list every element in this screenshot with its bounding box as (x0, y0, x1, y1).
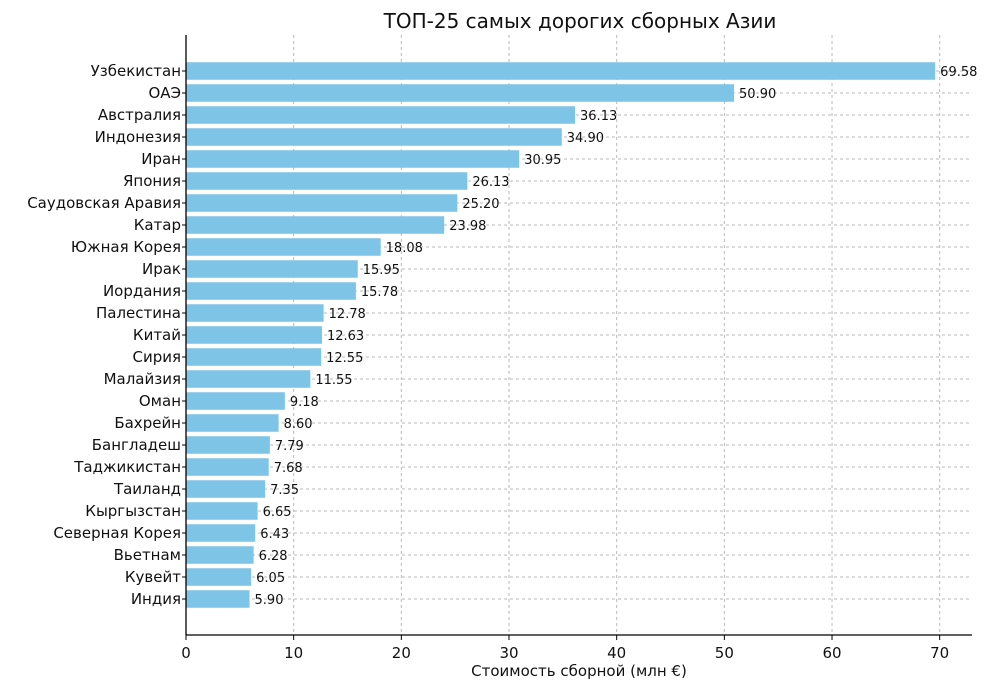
data-label: 18.08 (386, 241, 423, 256)
x-tick-label: 50 (715, 644, 734, 662)
data-label: 36.13 (580, 109, 617, 124)
grid-lines (185, 35, 972, 635)
bar (186, 348, 322, 366)
category-label: Катар (134, 216, 181, 234)
bar (186, 458, 269, 476)
bar (186, 260, 358, 278)
category-label: Индонезия (95, 128, 181, 146)
data-label: 7.68 (274, 461, 303, 476)
bar (186, 128, 562, 146)
category-label: Узбекистан (91, 62, 181, 80)
bar (186, 106, 576, 124)
category-label: Саудовская Аравия (27, 194, 181, 212)
data-label: 12.63 (327, 329, 364, 344)
data-label: 30.95 (524, 153, 561, 168)
bar (186, 370, 311, 388)
x-tick-label: 30 (499, 644, 518, 662)
bar (186, 62, 936, 80)
data-label: 6.05 (256, 571, 285, 586)
category-labels: Узбекистан ОАЭ Австралия Индонезия Иран Япони… (27, 62, 181, 608)
data-label: 6.43 (260, 527, 289, 542)
bar (186, 238, 381, 256)
data-label: 11.55 (315, 373, 352, 388)
bar (186, 150, 520, 168)
x-tick-label: 10 (284, 644, 303, 662)
bars (186, 62, 936, 608)
category-label: Иран (141, 150, 181, 168)
category-label: Таиланд (113, 480, 181, 498)
category-label: Палестина (96, 304, 181, 322)
x-tick-label: 60 (822, 644, 841, 662)
category-label: Южная Корея (71, 238, 181, 256)
data-label: 5.90 (255, 593, 284, 608)
data-label: 7.35 (270, 483, 299, 498)
bar (186, 414, 279, 432)
data-label: 15.95 (363, 263, 400, 278)
data-label: 69.58 (940, 65, 977, 80)
category-label: Индия (131, 590, 181, 608)
bar (186, 326, 322, 344)
category-label: Иордания (103, 282, 181, 300)
category-label: Бангладеш (92, 436, 181, 454)
bar (186, 304, 324, 322)
x-tick-label: 0 (181, 644, 191, 662)
value-labels: 69.58 50.90 36.13 34.90 30.95 26.13 25.20 23.98… (255, 65, 978, 608)
category-label: Ирак (142, 260, 181, 278)
bar (186, 194, 458, 212)
category-label: Бахрейн (114, 414, 181, 432)
x-tick-label: 70 (930, 644, 949, 662)
bar (186, 216, 445, 234)
bar (186, 282, 356, 300)
x-tick-label: 40 (607, 644, 626, 662)
category-label: Австралия (98, 106, 181, 124)
category-label: Малайзия (104, 370, 181, 388)
category-label: Кыргызстан (85, 502, 181, 520)
bar (186, 480, 266, 498)
data-label: 8.60 (284, 417, 313, 432)
data-label: 34.90 (567, 131, 604, 146)
bar (186, 590, 250, 608)
category-label: Таджикистан (73, 458, 181, 476)
data-label: 50.90 (739, 87, 776, 102)
x-axis-ticks: 0 10 20 30 40 50 60 70 (181, 70, 949, 662)
data-label: 9.18 (290, 395, 319, 410)
data-label: 12.55 (326, 351, 363, 366)
x-axis-label: Стоимость сборной (млн €) (471, 662, 687, 680)
data-label: 25.20 (462, 197, 499, 212)
data-label: 26.13 (472, 175, 509, 190)
category-label: Япония (123, 172, 181, 190)
bar (186, 546, 254, 564)
data-label: 6.28 (259, 549, 288, 564)
x-tick-label: 20 (392, 644, 411, 662)
bar (186, 172, 468, 190)
category-label: ОАЭ (148, 84, 181, 102)
bar (186, 436, 270, 454)
data-label: 15.78 (361, 285, 398, 300)
data-label: 6.65 (263, 505, 292, 520)
data-label: 23.98 (449, 219, 486, 234)
bar (186, 392, 285, 410)
category-label: Северная Корея (53, 524, 181, 542)
bar (186, 84, 735, 102)
data-label: 7.79 (275, 439, 304, 454)
data-label: 12.78 (329, 307, 366, 322)
category-label: Китай (133, 326, 181, 344)
category-label: Вьетнам (114, 546, 181, 564)
category-label: Сирия (132, 348, 181, 366)
category-label: Оман (139, 392, 181, 410)
bar (186, 568, 252, 586)
chart-title: ТОП-25 самых дорогих сборных Азии (383, 9, 777, 33)
bar (186, 502, 258, 520)
bar (186, 524, 256, 542)
category-label: Кувейт (125, 568, 181, 586)
